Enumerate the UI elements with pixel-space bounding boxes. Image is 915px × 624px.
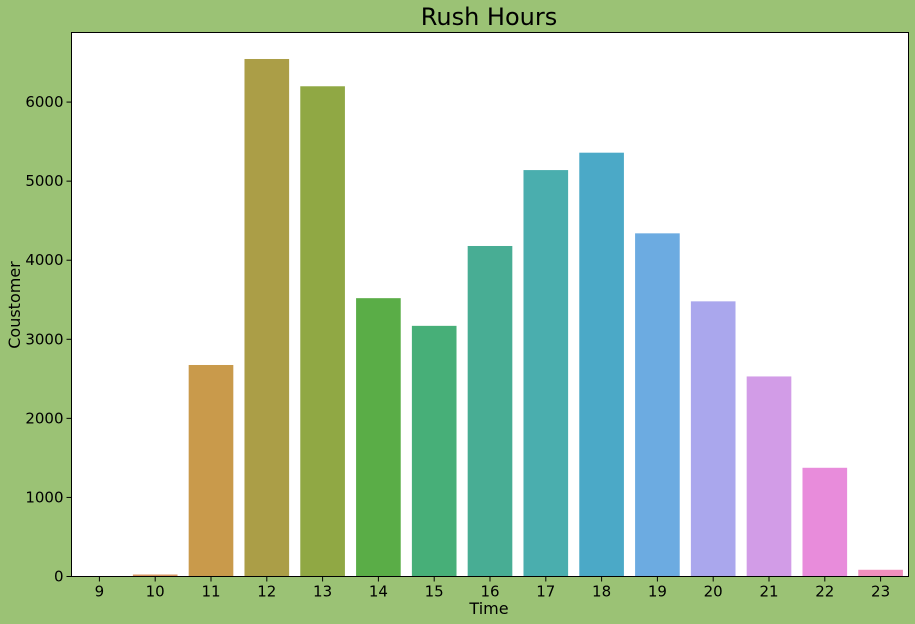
x-tick-label-16: 16 (480, 583, 499, 601)
bar-16 (467, 245, 513, 577)
x-tick-label-12: 12 (257, 583, 276, 601)
y-tick-label-0: 0 (54, 568, 64, 586)
bar-19 (635, 233, 680, 577)
x-tick-label-15: 15 (425, 583, 444, 601)
bar-10 (132, 574, 178, 577)
x-tick-label-22: 22 (815, 583, 834, 601)
bar-12 (244, 58, 290, 577)
x-tick-label-11: 11 (201, 583, 220, 601)
x-tick-label-21: 21 (759, 583, 778, 601)
plot-frame (71, 32, 909, 577)
bar-17 (523, 170, 569, 577)
bars-layer (77, 58, 903, 577)
y-tick-label-6000: 6000 (25, 93, 63, 111)
x-tick-label-20: 20 (704, 583, 723, 601)
y-axis-label: Coustomer (5, 261, 24, 349)
y-tick-label-2000: 2000 (25, 409, 63, 427)
ticks-layer: 9 10 11 12 13 14 15 16 17 18 19 20 21 22 23 0 1000 2000 30… (25, 93, 890, 600)
x-tick-label-18: 18 (592, 583, 611, 601)
y-tick-label-5000: 5000 (25, 172, 63, 190)
bar-14 (356, 298, 401, 577)
chart-title: Rush Hours (421, 3, 557, 31)
y-tick-label-3000: 3000 (25, 330, 63, 348)
x-tick-label-17: 17 (536, 583, 555, 601)
bar-18 (579, 152, 624, 577)
x-tick-label-13: 13 (313, 583, 332, 601)
bar-20 (690, 301, 736, 577)
bar-21 (746, 376, 792, 577)
bar-11 (188, 364, 234, 577)
y-tick-label-1000: 1000 (25, 488, 63, 506)
x-tick-label-14: 14 (369, 583, 388, 601)
bar-23 (858, 569, 903, 577)
y-tick-label-4000: 4000 (25, 251, 63, 269)
x-tick-label-23: 23 (871, 583, 890, 601)
x-tick-label-9: 9 (95, 583, 105, 601)
bar-15 (411, 325, 457, 577)
bar-13 (300, 86, 345, 577)
bar-22 (802, 467, 848, 577)
x-axis-label: Time (468, 599, 508, 618)
x-tick-label-10: 10 (146, 583, 165, 601)
x-tick-label-19: 19 (648, 583, 667, 601)
